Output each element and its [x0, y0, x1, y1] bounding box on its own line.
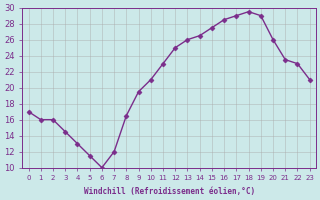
- X-axis label: Windchill (Refroidissement éolien,°C): Windchill (Refroidissement éolien,°C): [84, 187, 255, 196]
